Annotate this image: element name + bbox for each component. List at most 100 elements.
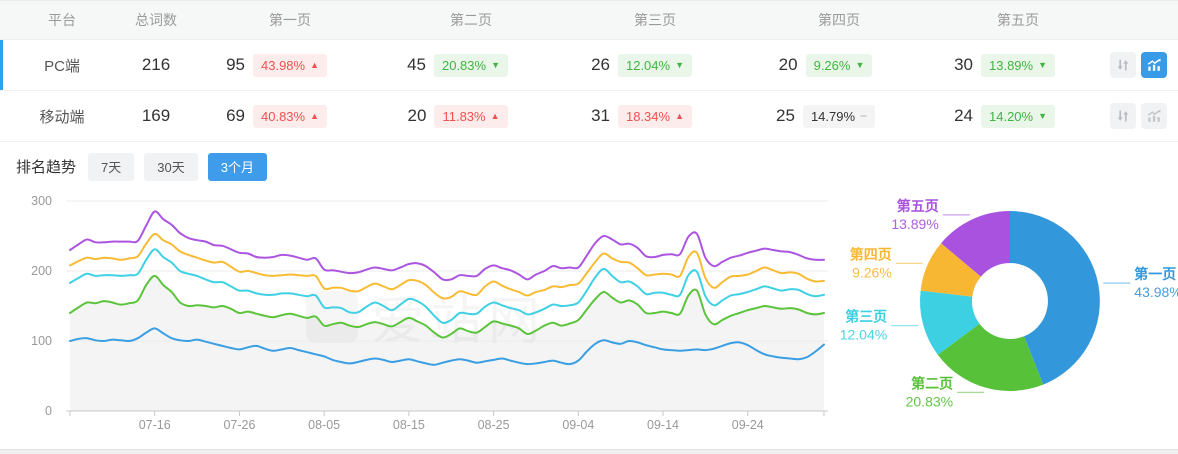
- page2-count: 45: [407, 55, 426, 74]
- donut-label-value: 12.04%: [840, 327, 887, 343]
- page1-count: 95: [226, 55, 245, 74]
- platform-label: PC端: [44, 57, 80, 75]
- row-actions: [1104, 103, 1178, 129]
- change-percent: 13.89%: [989, 57, 1034, 73]
- donut-slice-page3[interactable]: [919, 290, 980, 355]
- donut-label-name: 第三页: [845, 309, 887, 325]
- page4-count: 20: [778, 55, 798, 74]
- donut-label-name: 第一页: [1134, 266, 1176, 282]
- line-series-page4: [69, 232, 825, 300]
- page4-change-badge: 9.26% ▼: [805, 53, 873, 77]
- stacked-area-fill: [70, 275, 824, 411]
- panel-bottom-edge: [0, 449, 1178, 454]
- donut-label-name: 第四页: [850, 246, 892, 262]
- total-keywords-value: 216: [141, 55, 171, 74]
- change-percent: 40.83%: [261, 108, 306, 124]
- change-percent: 20.83%: [441, 57, 487, 73]
- up-triangle-icon: ▲: [310, 59, 320, 70]
- x-tick-label: 08-25: [478, 418, 510, 432]
- column-header-4: 第二页: [450, 12, 492, 28]
- page3-count: 26: [591, 55, 610, 74]
- page3-cell: 26 12.04% ▼: [564, 53, 746, 77]
- table-row-移动端[interactable]: 移动端 169 69 40.83% ▲ 20 11.83% ▲ 31 18.34% ▲ 25 14.79…: [0, 91, 1178, 142]
- page2-change-badge: 11.83% ▲: [434, 104, 508, 128]
- change-percent: 18.34%: [625, 108, 671, 124]
- x-tick-label: 09-04: [562, 418, 594, 432]
- table-header-row: 平台 总词数 第一页 第二页 第三页 第四页 第五页: [0, 1, 1178, 40]
- no-change-dash-icon: −: [860, 108, 868, 123]
- donut-slice-page5[interactable]: [941, 211, 1010, 277]
- page3-cell: 31 18.34% ▲: [564, 104, 746, 128]
- page2-cell: 45 20.83% ▼: [378, 53, 564, 77]
- page1-count: 69: [226, 106, 245, 125]
- charts-area: 爱站网 07-16 07-26 08-05 08-15 08-25 09-04 09-14 09…: [0, 191, 1178, 449]
- column-header-6: 第四页: [818, 12, 860, 28]
- page1-change-badge: 40.83% ▲: [253, 104, 328, 128]
- column-header-7: 第五页: [997, 12, 1039, 28]
- show-trend-chart-button[interactable]: [1141, 52, 1167, 78]
- up-triangle-icon: ▲: [490, 110, 500, 121]
- x-tick-label: 08-15: [393, 418, 425, 432]
- sort-button[interactable]: [1110, 103, 1136, 129]
- donut-slice-page2[interactable]: [937, 323, 1044, 391]
- page5-change-badge: 14.20% ▼: [981, 104, 1056, 128]
- page3-count: 31: [591, 106, 610, 125]
- change-percent: 11.83%: [442, 108, 486, 124]
- donut-label-value: 13.89%: [891, 216, 938, 232]
- page5-change-badge: 13.89% ▼: [981, 53, 1056, 77]
- up-down-arrows-icon: [1117, 59, 1129, 71]
- line-series-page5: [69, 210, 825, 282]
- up-triangle-icon: ▲: [675, 110, 684, 121]
- down-triangle-icon: ▼: [675, 59, 684, 70]
- page4-cell: 20 9.26% ▼: [746, 53, 932, 77]
- column-header-5: 第三页: [634, 12, 676, 28]
- line-series-page1: [69, 327, 825, 366]
- page5-count: 30: [954, 55, 973, 74]
- trend-chart-icon: [1147, 58, 1161, 71]
- page3-change-badge: 12.04% ▼: [617, 53, 692, 77]
- donut-slice-page4[interactable]: [920, 243, 981, 297]
- down-triangle-icon: ▼: [855, 59, 865, 70]
- donut-label-value: 9.26%: [852, 264, 892, 280]
- column-header-1: 平台: [48, 12, 76, 28]
- line-series-page2: [69, 274, 825, 339]
- page1-change-badge: 43.98% ▲: [253, 53, 328, 77]
- page5-cell: 24 14.20% ▼: [932, 104, 1104, 128]
- page2-change-badge: 20.83% ▼: [433, 53, 508, 77]
- down-triangle-icon: ▼: [1038, 110, 1048, 121]
- column-header-2: 总词数: [135, 12, 177, 28]
- change-percent: 9.26%: [813, 57, 851, 73]
- trend-tab-3个月[interactable]: 3个月: [207, 152, 267, 181]
- y-tick-label: 300: [31, 194, 52, 208]
- show-trend-chart-button[interactable]: [1141, 103, 1167, 129]
- page-share-donut-chart[interactable]: 第一页 43.98% 第二页 20.83% 第三页 12.04% 第四页 9.26% 第五页 13…: [840, 191, 1178, 443]
- x-tick-label: 07-16: [139, 418, 171, 432]
- page1-cell: 69 40.83% ▲: [202, 104, 378, 128]
- column-header-3: 第一页: [269, 12, 311, 28]
- y-tick-label: 100: [31, 334, 52, 348]
- donut-slice-page1[interactable]: [1010, 211, 1100, 385]
- trend-toolbar: 排名趋势 7天 30天 3个月: [0, 142, 1178, 191]
- x-tick-label: 07-26: [223, 418, 255, 432]
- page4-count: 25: [776, 106, 795, 125]
- total-keywords-value: 169: [141, 106, 171, 125]
- table-row-PC端[interactable]: PC端 216 95 43.98% ▲ 45 20.83% ▼ 26 12.04% ▼ 20 9.26%…: [0, 40, 1178, 91]
- page1-cell: 95 43.98% ▲: [202, 53, 378, 77]
- page4-change-badge: 14.79% −: [802, 104, 876, 128]
- trend-range-tabs: 7天 30天 3个月: [88, 152, 277, 181]
- trend-tab-30天[interactable]: 30天: [144, 152, 198, 181]
- donut-label-value: 43.98%: [1134, 284, 1178, 300]
- x-tick-label: 08-05: [308, 418, 340, 432]
- change-percent: 12.04%: [625, 57, 671, 73]
- sort-button[interactable]: [1110, 52, 1136, 78]
- donut-label-name: 第二页: [911, 375, 953, 391]
- down-triangle-icon: ▼: [491, 59, 500, 70]
- page3-change-badge: 18.34% ▲: [617, 104, 692, 128]
- page4-cell: 25 14.79% −: [746, 104, 932, 128]
- row-actions: [1104, 52, 1178, 78]
- trend-tab-7天[interactable]: 7天: [88, 152, 135, 181]
- down-triangle-icon: ▼: [1038, 59, 1048, 70]
- watermark-text: 爱站网: [372, 293, 546, 351]
- rank-trend-line-chart[interactable]: 爱站网 07-16 07-26 08-05 08-15 08-25 09-04 09-14 09…: [0, 191, 840, 443]
